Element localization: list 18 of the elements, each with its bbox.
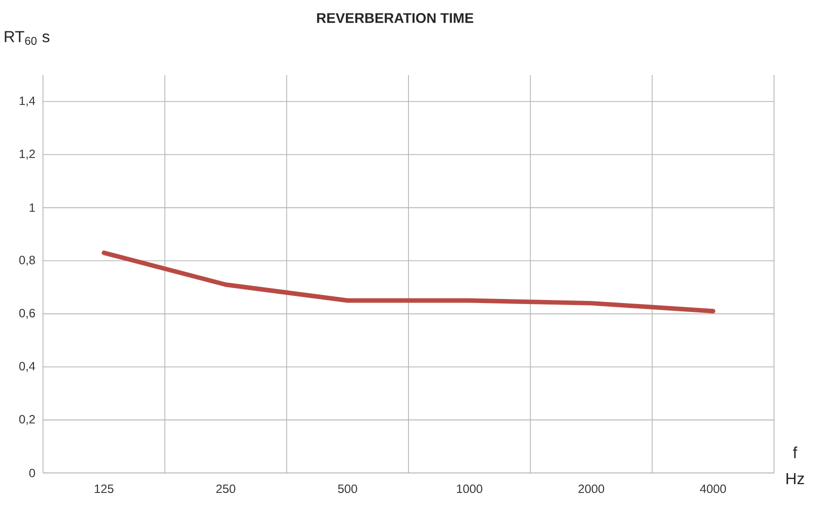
y-tick-label: 0,6 [19,308,35,319]
x-tick-label: 250 [216,484,236,494]
y-tick-label: 1,4 [20,96,36,106]
x-tick-label: 125 [94,484,114,494]
y-tick-label: 1,2 [20,150,35,160]
y-tick-label: 0,2 [19,414,35,425]
x-tick-label: 4000 [700,484,726,494]
x-tick-label: 1000 [456,484,482,494]
line-series [102,250,716,314]
y-tick-label: 0 [29,468,36,478]
y-axis-title: RT$_{60}$ s [4,31,50,45]
x-tick-label: 2000 [578,484,604,494]
y-tick-label: 0,4 [19,362,36,372]
chart-title: REVERBERATION TIME [317,13,474,23]
y-tick-label: 0,8 [19,256,35,266]
x-tick-label: 500 [338,484,358,494]
x-axis-title: f Hz [786,446,804,484]
y-tick-label: 1 [30,204,35,212]
